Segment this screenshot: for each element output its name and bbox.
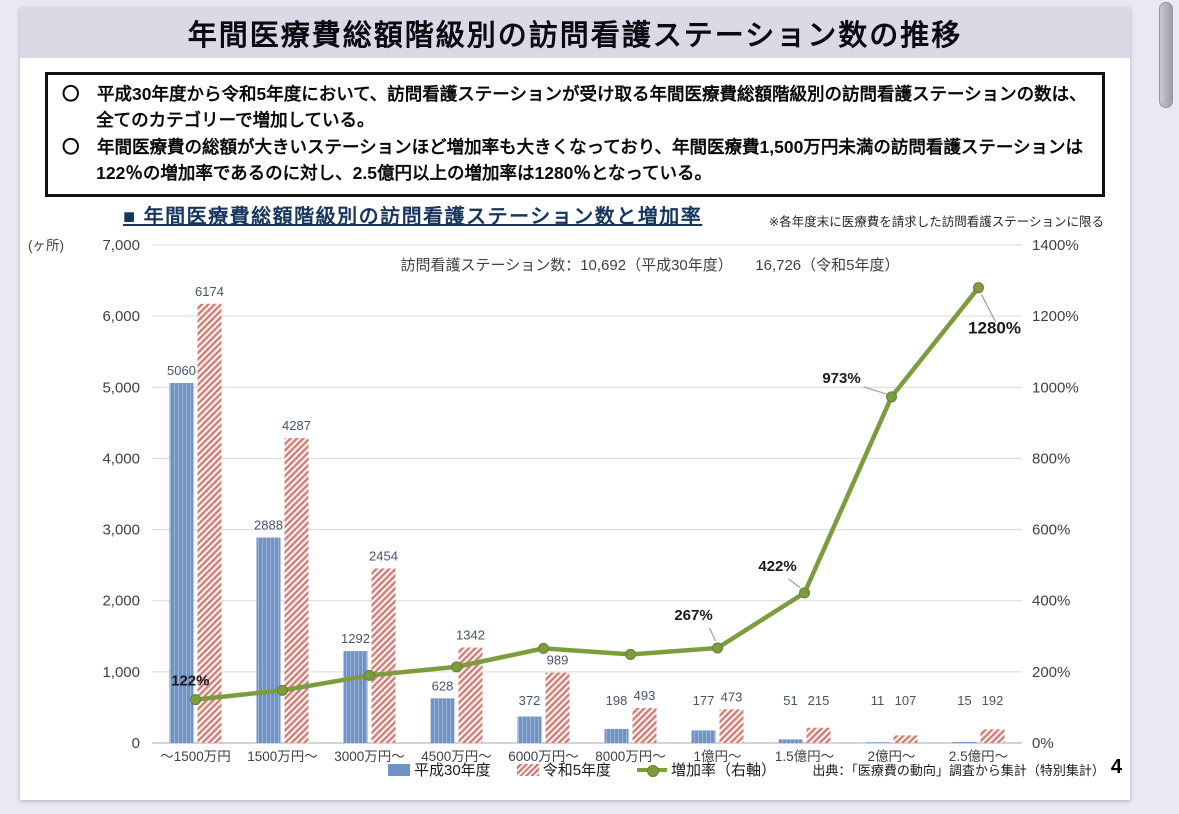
svg-text:177: 177 — [693, 693, 715, 708]
red-hatch-swatch-icon — [516, 763, 539, 776]
svg-text:2,000: 2,000 — [102, 593, 140, 610]
svg-text:422%: 422% — [758, 558, 796, 575]
svg-text:493: 493 — [634, 688, 656, 703]
svg-text:1000%: 1000% — [1032, 379, 1079, 396]
svg-text:2454: 2454 — [369, 548, 398, 563]
svg-text:6174: 6174 — [195, 284, 224, 299]
svg-text:200%: 200% — [1032, 664, 1070, 681]
svg-text:7,000: 7,000 — [102, 237, 140, 254]
svg-text:2.5億円～: 2.5億円～ — [949, 749, 1008, 764]
svg-text:51: 51 — [783, 693, 797, 708]
svg-text:(ヶ所): (ヶ所) — [28, 238, 64, 253]
page-number: 4 — [1110, 756, 1122, 778]
source-row: 出典：「医療費の動向」調査から集計（特別集計） 4 — [812, 756, 1122, 779]
scrollbar-thumb[interactable] — [1159, 2, 1173, 108]
svg-text:1342: 1342 — [456, 628, 485, 643]
svg-text:372: 372 — [519, 693, 541, 708]
svg-text:0%: 0% — [1032, 735, 1054, 752]
svg-text:473: 473 — [721, 689, 743, 704]
summary-box: 〇 平成30年度から令和5年度において、訪問看護ステーションが受け取る年間医療費… — [45, 72, 1105, 197]
svg-text:1280%: 1280% — [968, 319, 1021, 338]
svg-text:15: 15 — [957, 693, 971, 708]
svg-text:6000万円～: 6000万円～ — [508, 749, 579, 764]
legend-item-r5: 令和5年度 — [516, 759, 612, 780]
svg-text:215: 215 — [808, 693, 830, 708]
svg-text:400%: 400% — [1032, 593, 1070, 610]
svg-text:973%: 973% — [822, 370, 860, 387]
legend-item-rate: 増加率（右軸） — [637, 759, 776, 780]
green-line-marker-icon — [637, 764, 668, 777]
legend-label-r5: 令和5年度 — [542, 762, 612, 779]
svg-text:3000万円～: 3000万円～ — [334, 749, 405, 764]
summary-bullet-1: 〇 平成30年度から令和5年度において、訪問看護ステーションが受け取る年間医療費… — [62, 84, 1087, 131]
svg-text:989: 989 — [547, 653, 569, 668]
svg-text:2億円～: 2億円～ — [867, 749, 915, 764]
svg-text:0: 0 — [132, 735, 140, 752]
svg-text:4287: 4287 — [282, 418, 311, 433]
bar-line-chart: 7,000 1400% 6,000 1200% 5,000 1000% 4,000 800% 3… — [28, 237, 1079, 764]
scrollbar-track[interactable] — [1153, 0, 1179, 814]
svg-text:8000万円～: 8000万円～ — [595, 749, 666, 764]
svg-text:5,000: 5,000 — [102, 379, 140, 396]
blue-bar-swatch-icon — [388, 763, 410, 776]
legend-label-h30: 平成30年度 — [414, 762, 491, 779]
svg-text:2888: 2888 — [254, 518, 283, 533]
source-text: 出典：「医療費の動向」調査から集計（特別集計） — [812, 762, 1105, 778]
svg-text:1.5億円～: 1.5億円～ — [775, 749, 834, 764]
svg-text:1400%: 1400% — [1032, 237, 1079, 254]
svg-text:122%: 122% — [171, 673, 209, 690]
chart-footnote: ※各年度末に医療費を請求した訪問看護ステーションに限る — [768, 215, 1104, 229]
svg-text:800%: 800% — [1032, 450, 1070, 467]
svg-text:1,000: 1,000 — [102, 664, 140, 681]
svg-text:1500万円～: 1500万円～ — [247, 749, 318, 764]
chart-legend: 平成30年度 令和5年度 増加率（右軸） — [388, 759, 776, 780]
svg-text:600%: 600% — [1032, 522, 1070, 539]
chart-title: ■ 年間医療費総額階級別の訪問看護ステーション数と増加率 — [123, 206, 703, 228]
svg-text:11: 11 — [871, 693, 885, 708]
svg-text:1200%: 1200% — [1032, 308, 1079, 325]
svg-text:267%: 267% — [674, 607, 712, 624]
svg-text:1292: 1292 — [341, 631, 370, 646]
svg-text:198: 198 — [606, 693, 628, 708]
svg-text:4,000: 4,000 — [102, 450, 140, 467]
summary-bullet-2: 〇 年間医療費の総額が大きいステーションほど増加率も大きくなっており、年間医療費… — [62, 136, 1083, 183]
svg-text:3,000: 3,000 — [102, 522, 140, 539]
page-title: 年間医療費総額階級別の訪問看護ステーション数の推移 — [187, 20, 963, 52]
svg-text:4500万円～: 4500万円～ — [421, 749, 492, 764]
svg-text:1億円～: 1億円～ — [693, 749, 741, 764]
svg-text:107: 107 — [895, 693, 917, 708]
svg-text:6,000: 6,000 — [102, 308, 140, 325]
svg-text:628: 628 — [432, 678, 454, 693]
slide-page: 年間医療費総額階級別の訪問看護ステーション数の推移 〇 平成30年度から令和5年… — [20, 8, 1130, 800]
svg-text:192: 192 — [982, 693, 1004, 708]
svg-text:5060: 5060 — [167, 363, 196, 378]
svg-text:～1500万円: ～1500万円 — [160, 749, 231, 764]
legend-item-h30: 平成30年度 — [388, 759, 491, 780]
slide-title-bar: 年間医療費総額階級別の訪問看護ステーション数の推移 — [20, 8, 1130, 58]
legend-label-rate: 増加率（右軸） — [671, 762, 777, 779]
station-count-annotation: 訪問看護ステーション数：10,692（平成30年度） 16,726（令和5年度） — [400, 257, 900, 274]
